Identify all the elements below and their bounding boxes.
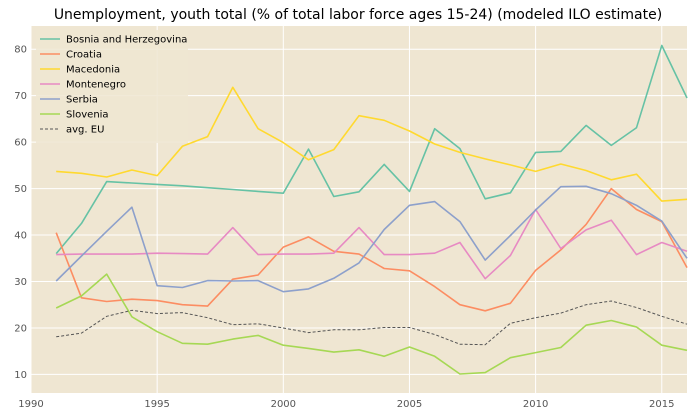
- y-tick-label: 30: [14, 277, 27, 288]
- legend-label: Serbia: [66, 95, 98, 106]
- y-tick-label: 60: [14, 138, 27, 149]
- grid: [30, 26, 687, 393]
- x-tick-label: 2010: [523, 399, 548, 410]
- y-tick-label: 10: [14, 370, 27, 381]
- y-tick-label: 50: [14, 184, 27, 195]
- y-axis: 10 20 30 40 50 60 70 80: [14, 45, 27, 381]
- x-tick-label: 1995: [144, 399, 169, 410]
- legend-box: [36, 30, 188, 143]
- chart-title: Unemployment, youth total (% of total la…: [54, 7, 662, 23]
- series-line-croatia: [55, 187, 688, 312]
- series-line-serbia: [55, 185, 688, 293]
- series-line-montenegro: [56, 208, 688, 280]
- y-tick-label: 20: [14, 323, 27, 334]
- series-line-macedonia: [56, 86, 688, 202]
- legend-label: Montenegro: [66, 80, 126, 91]
- y-tick-label: 80: [14, 45, 27, 56]
- series-line-bosnia-and-herzegovina: [55, 44, 688, 255]
- y-tick-label: 70: [14, 91, 27, 102]
- x-axis: 1990 1995 2000 2005 2010 2015: [18, 399, 674, 410]
- legend: Bosnia and Herzegovina Croatia Macedonia Mo…: [36, 30, 188, 143]
- legend-label: Croatia: [66, 50, 102, 61]
- x-tick-label: 1990: [18, 399, 43, 410]
- series-line-avg-eu: [56, 300, 688, 346]
- y-tick-label: 40: [14, 231, 27, 242]
- series-lines: [55, 44, 688, 375]
- x-tick-label: 2005: [397, 399, 422, 410]
- legend-label: Bosnia and Herzegovina: [66, 35, 187, 46]
- x-tick-label: 2000: [271, 399, 296, 410]
- legend-label: avg. EU: [66, 125, 104, 136]
- x-tick-label: 2015: [649, 399, 674, 410]
- legend-label: Macedonia: [66, 65, 120, 76]
- series-line-slovenia: [55, 273, 688, 375]
- legend-label: Slovenia: [66, 110, 109, 121]
